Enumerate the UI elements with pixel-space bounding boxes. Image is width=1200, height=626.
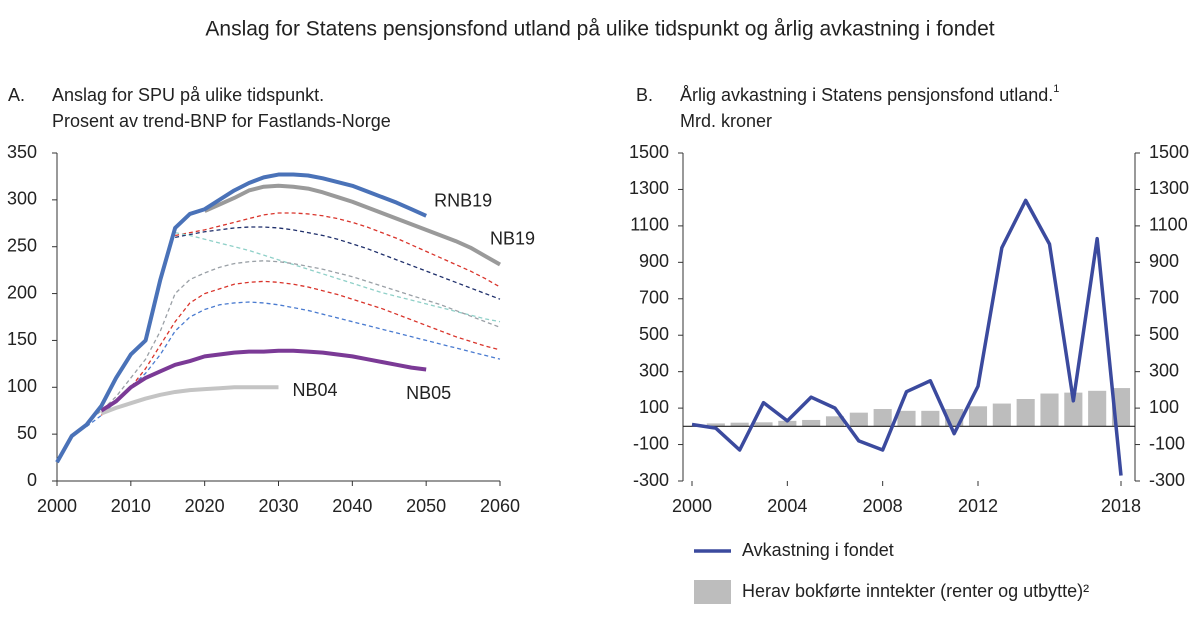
- data-line: [86, 301, 501, 428]
- footnote-mark: 1: [1053, 83, 1059, 95]
- bar: [706, 423, 725, 427]
- x-tick-label: 2000: [37, 496, 77, 516]
- y2-tick-label: 300: [1149, 360, 1179, 380]
- bar: [730, 422, 749, 427]
- legend-swatch: [694, 580, 731, 604]
- x-tick-label: 2020: [185, 496, 225, 516]
- bar: [1064, 392, 1083, 427]
- x-tick-label: 2060: [480, 496, 520, 516]
- bar: [754, 422, 773, 427]
- y-tick-label: 500: [639, 324, 669, 344]
- bar: [992, 403, 1011, 427]
- panel-label: A.: [8, 85, 25, 105]
- y2-tick-label: 1300: [1149, 178, 1189, 198]
- bar: [849, 412, 868, 427]
- panel-subtitle: Mrd. kroner: [680, 111, 772, 131]
- x-tick-label: 2000: [672, 496, 712, 516]
- y2-tick-label: 100: [1149, 397, 1179, 417]
- y-tick-label: -300: [633, 470, 669, 490]
- y-tick-label: 250: [7, 235, 37, 255]
- series-label: NB19: [490, 228, 535, 248]
- series-label: NB05: [406, 383, 451, 403]
- x-tick-label: 2012: [958, 496, 998, 516]
- bar: [1040, 393, 1059, 427]
- data-line: [175, 232, 501, 323]
- x-tick-label: 2018: [1101, 496, 1141, 516]
- bar: [802, 419, 821, 427]
- y-tick-label: 1100: [630, 215, 669, 235]
- y-tick-label: 100: [7, 376, 37, 396]
- x-tick-label: 2010: [111, 496, 151, 516]
- y2-tick-label: 900: [1149, 251, 1179, 271]
- y-tick-label: 300: [639, 360, 669, 380]
- data-line: [86, 260, 501, 424]
- y-tick-label: 350: [7, 142, 37, 162]
- x-tick-label: 2050: [406, 496, 446, 516]
- legend-label: Avkastning i fondet: [742, 540, 894, 560]
- bar: [897, 410, 916, 427]
- x-tick-label: 2008: [863, 496, 903, 516]
- y-tick-label: 0: [27, 470, 37, 490]
- y-tick-label: -100: [633, 433, 669, 453]
- bar: [921, 410, 940, 427]
- y-tick-label: 1500: [629, 142, 669, 162]
- chart-title: Anslag for Statens pensjonsfond utland p…: [205, 18, 994, 41]
- bar: [968, 406, 988, 427]
- data-line: [100, 385, 279, 416]
- data-line: [175, 226, 501, 300]
- title-text: Årlig avkastning i Statens pensjonsfond …: [680, 85, 1053, 105]
- panel-label: B.: [636, 85, 653, 105]
- series-label: RNB19: [434, 191, 492, 211]
- y2-tick-label: -100: [1149, 433, 1185, 453]
- bar: [1088, 390, 1107, 427]
- y2-tick-label: 1100: [1149, 215, 1188, 235]
- y2-tick-label: 700: [1149, 288, 1179, 308]
- x-tick-label: 2040: [332, 496, 372, 516]
- panel-title: Årlig avkastning i Statens pensjonsfond …: [680, 83, 1059, 105]
- data-line: [55, 172, 427, 464]
- y-tick-label: 1300: [629, 178, 669, 198]
- y2-tick-label: 500: [1149, 324, 1179, 344]
- bar: [778, 420, 797, 427]
- x-tick-label: 2030: [258, 496, 298, 516]
- data-line: [175, 212, 501, 288]
- y2-tick-label: 1500: [1149, 142, 1189, 162]
- panel-subtitle: Prosent av trend-BNP for Fastlands-Norge: [52, 111, 391, 131]
- data-line: [100, 348, 427, 413]
- panel-title: Anslag for SPU på ulike tidspunkt.: [52, 85, 324, 105]
- y-tick-label: 700: [639, 288, 669, 308]
- legend-label: Herav bokførte inntekter (renter og utby…: [742, 581, 1089, 601]
- series-label: NB04: [293, 380, 338, 400]
- data-line: [203, 183, 501, 267]
- y-tick-label: 200: [7, 282, 37, 302]
- data-line: [691, 198, 1123, 476]
- bar: [1016, 399, 1035, 427]
- data-line: [100, 280, 501, 416]
- y2-tick-label: -300: [1149, 470, 1185, 490]
- y-tick-label: 150: [7, 329, 37, 349]
- y-tick-label: 300: [7, 189, 37, 209]
- y-tick-label: 100: [639, 397, 669, 417]
- bar: [873, 409, 892, 427]
- bar: [825, 416, 845, 427]
- y-tick-label: 900: [639, 251, 669, 271]
- x-tick-label: 2004: [767, 496, 807, 516]
- y-tick-label: 50: [17, 423, 37, 443]
